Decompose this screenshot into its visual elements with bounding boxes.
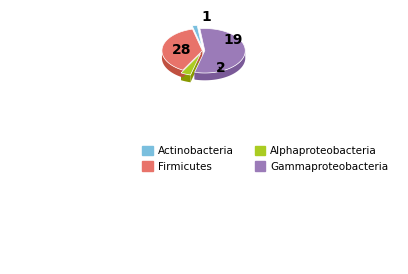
- Polygon shape: [181, 73, 191, 82]
- Polygon shape: [181, 53, 201, 75]
- Polygon shape: [162, 29, 202, 70]
- Polygon shape: [195, 28, 245, 73]
- Text: 28: 28: [172, 43, 191, 57]
- Polygon shape: [183, 51, 202, 78]
- Polygon shape: [181, 53, 201, 80]
- Polygon shape: [195, 51, 205, 79]
- Text: 19: 19: [224, 33, 243, 47]
- Legend: Actinobacteria, Firmicutes, Alphaproteobacteria, Gammaproteobacteria: Actinobacteria, Firmicutes, Alphaproteob…: [138, 142, 392, 176]
- Polygon shape: [191, 53, 201, 82]
- Polygon shape: [192, 25, 202, 47]
- Text: 2: 2: [216, 61, 226, 75]
- Polygon shape: [162, 50, 183, 78]
- Polygon shape: [195, 50, 245, 80]
- Text: 1: 1: [202, 10, 211, 24]
